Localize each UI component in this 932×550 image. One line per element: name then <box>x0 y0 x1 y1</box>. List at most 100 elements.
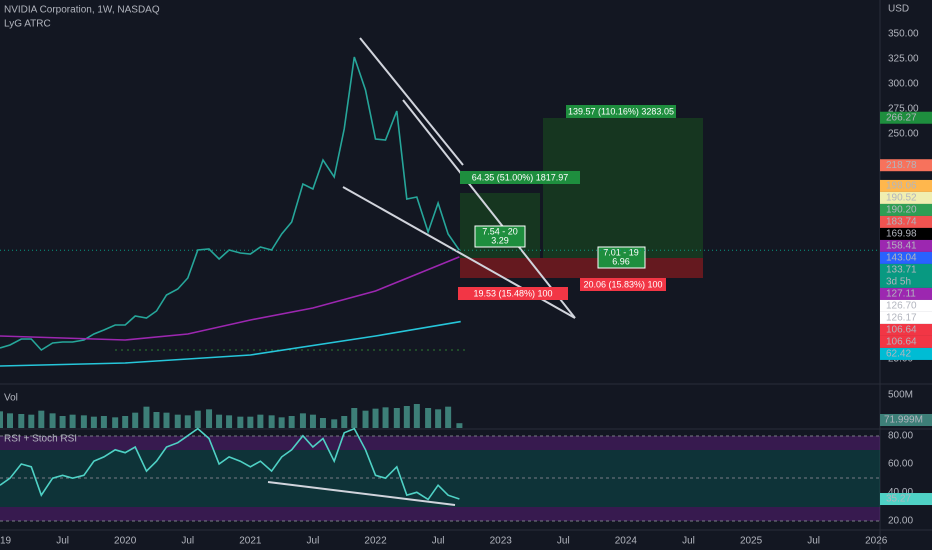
price-badge-label: 190.20 <box>886 205 917 216</box>
x-tick-label: 2024 <box>615 536 638 547</box>
volume-bar <box>0 411 3 428</box>
volume-bar <box>194 410 201 428</box>
x-tick-label: 2023 <box>490 536 513 547</box>
x-tick-label: Jul <box>807 536 820 547</box>
y-tick-label: 325.00 <box>888 54 919 65</box>
volume-bar <box>278 417 285 428</box>
volume-bar <box>69 414 76 428</box>
volume-bar <box>18 414 25 428</box>
volume-bar <box>257 414 264 428</box>
volume-bar <box>362 410 369 428</box>
volume-bar <box>341 416 348 428</box>
x-tick-label: 2019 <box>0 536 12 547</box>
x-tick-label: 2025 <box>740 536 763 547</box>
price-badge <box>880 287 932 300</box>
price-badge <box>880 159 932 172</box>
volume-bar <box>288 416 295 428</box>
volume-bar <box>153 412 160 428</box>
volume-bar <box>49 413 56 428</box>
annotation: 3.29 <box>491 235 509 245</box>
y-tick-label: 40.00 <box>888 487 913 498</box>
trend-line <box>359 37 464 166</box>
x-tick-label: Jul <box>557 536 570 547</box>
value-badge <box>880 493 932 506</box>
price-badge <box>880 347 932 360</box>
price-badge <box>880 215 932 228</box>
price-badge <box>880 203 932 216</box>
bar-countdown: 3d 5h <box>886 277 911 288</box>
volume-bar <box>247 416 254 428</box>
x-tick-label: Jul <box>432 536 445 547</box>
volume-bar <box>372 408 379 428</box>
annotation: 20.06 (15.83%) 100 <box>583 279 662 289</box>
price-badge <box>880 299 932 312</box>
price-badge <box>880 239 932 252</box>
volume-bar <box>216 414 223 428</box>
price-badge <box>880 263 932 288</box>
volume-bar <box>268 415 275 428</box>
volume-bar <box>122 416 129 428</box>
rsi-band <box>0 436 880 450</box>
volume-bar <box>28 414 35 428</box>
price-badge-label: 126.17 <box>886 313 917 324</box>
y-tick-label: 350.00 <box>888 29 919 40</box>
volume-bar <box>163 412 170 428</box>
annotation-box <box>580 278 666 291</box>
volume-bar <box>331 419 338 428</box>
volume-bar <box>7 413 14 428</box>
price-badge-label: 169.98 <box>886 229 917 240</box>
volume-bar <box>413 404 420 428</box>
annotation-box <box>460 171 580 184</box>
annotation-box <box>566 105 676 118</box>
annotation-box <box>474 225 526 248</box>
volume-bar <box>100 416 107 428</box>
rsi-band <box>0 507 880 521</box>
volume-bar <box>319 418 326 428</box>
volume-bar <box>206 409 213 428</box>
volume-bar <box>435 409 442 428</box>
volume-bar <box>80 415 87 428</box>
price-badge <box>880 227 932 240</box>
panel-title: Vol <box>4 393 18 404</box>
volume-bar <box>403 406 410 428</box>
annotation: 7.01 - 19 <box>603 247 639 257</box>
volume-bar <box>299 413 306 428</box>
volume-bar <box>237 416 244 428</box>
series-line <box>0 56 461 352</box>
price-badge <box>880 311 932 324</box>
annotation: 19.53 (15.48%) 100 <box>473 288 552 298</box>
price-badge-label: 183.74 <box>886 217 917 228</box>
volume-bar <box>425 408 432 428</box>
y-tick-label: 275.00 <box>888 104 919 115</box>
price-badge-label: 126.70 <box>886 301 917 312</box>
volume-bar <box>456 423 463 428</box>
volume-bar <box>445 406 452 428</box>
trend-line <box>267 481 456 506</box>
price-badge-label: 266.27 <box>886 112 917 123</box>
price-badge-label: 158.41 <box>886 241 917 252</box>
volume-bar <box>174 414 181 428</box>
volume-bar <box>382 407 389 428</box>
y-tick-label: 300.00 <box>888 79 919 90</box>
volume-bar <box>393 408 400 428</box>
y-tick-label: 250.00 <box>888 129 919 140</box>
annotation-box <box>458 287 568 300</box>
price-badge-label: 62.42 <box>886 349 911 360</box>
x-tick-label: 2022 <box>364 536 387 547</box>
price-badge-label: 133.71 <box>886 265 917 276</box>
volume-bar <box>143 406 150 428</box>
panel-title: RSI + Stoch RSI <box>4 434 77 445</box>
price-badge <box>880 111 932 124</box>
annotation: 6.96 <box>612 256 630 266</box>
price-badge <box>880 191 932 204</box>
x-tick-label: Jul <box>682 536 695 547</box>
x-tick-label: Jul <box>181 536 194 547</box>
price-badge-label: 198.06 <box>886 181 917 192</box>
y-tick-label: 500M <box>888 389 913 400</box>
volume-bar <box>112 417 119 428</box>
value-badge-label: 71.999M <box>884 415 923 426</box>
volume-bar <box>309 414 316 428</box>
price-badge-label: 106.64 <box>886 337 917 348</box>
price-badge <box>880 179 932 192</box>
